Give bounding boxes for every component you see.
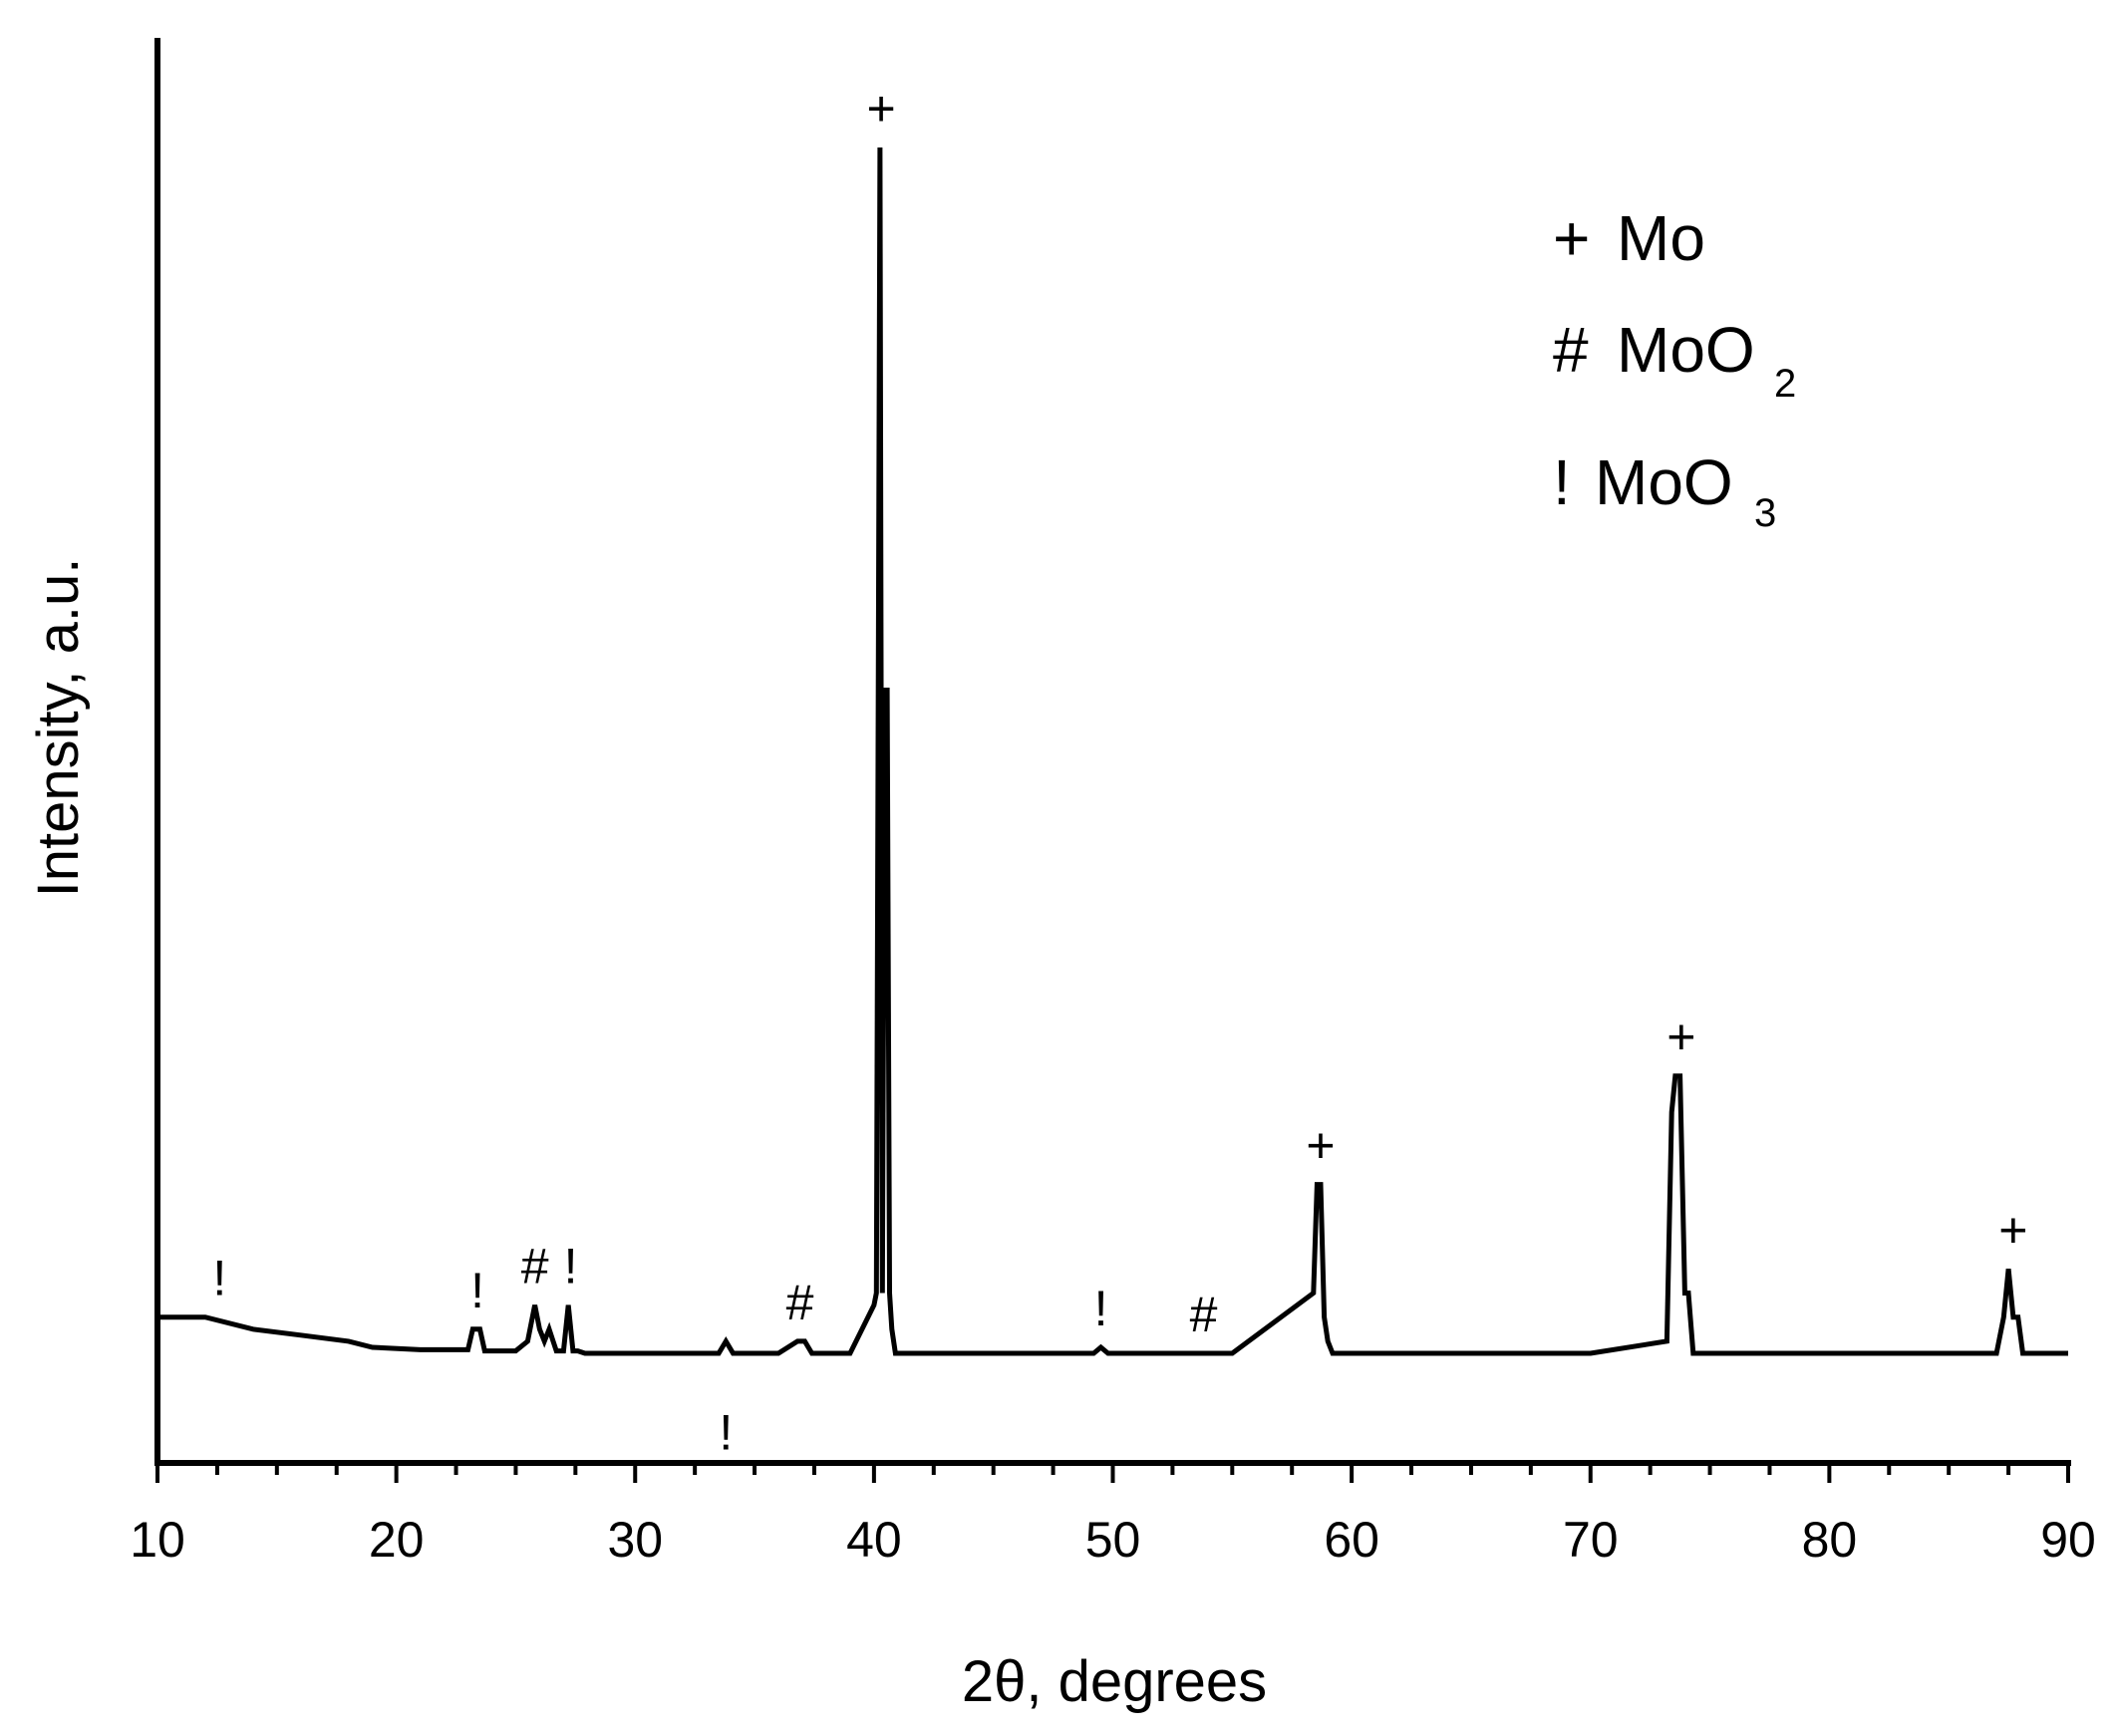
legend-entry-mo: + Mo: [1553, 202, 1705, 274]
legend-symbol-bang: !: [1553, 446, 1571, 518]
legend-subscript-2: 2: [1774, 362, 1796, 406]
x-ticks: 10 20 30 40 50 60 70 80 90: [130, 1463, 2096, 1568]
legend-label-mo: Mo: [1617, 202, 1705, 274]
peak-marker: !: [719, 1404, 733, 1460]
x-axis-title: 2θ, degrees: [962, 1649, 1267, 1714]
peak-marker: #: [786, 1275, 814, 1330]
peak-marker: #: [1190, 1287, 1218, 1342]
plot-area: [157, 146, 2068, 1356]
legend-symbol-hash: #: [1553, 314, 1589, 386]
peak-marker: +: [1306, 1118, 1335, 1174]
x-tick-label: 60: [1324, 1512, 1379, 1568]
peak-marker: #: [521, 1239, 549, 1295]
y-axis-title: Intensity, a.u.: [26, 558, 91, 898]
peak-marker: !: [1094, 1281, 1108, 1336]
x-tick-label: 10: [130, 1512, 185, 1568]
x-tick-label: 20: [369, 1512, 425, 1568]
x-tick-label: 40: [846, 1512, 902, 1568]
x-tick-label: 70: [1563, 1512, 1619, 1568]
legend: + Mo # MoO 2 ! MoO 3: [1553, 202, 1796, 535]
peak-markers: !! # !! # +! # + + +: [212, 81, 2027, 1460]
x-tick-label: 90: [2040, 1512, 2096, 1568]
legend-symbol-plus: +: [1553, 202, 1590, 274]
xrd-trace-0: [157, 146, 2068, 1356]
peak-marker: +: [1666, 1010, 1695, 1065]
peak-marker: +: [866, 81, 895, 137]
x-tick-label: 30: [607, 1512, 663, 1568]
legend-entry-moo3: ! MoO 3: [1553, 446, 1776, 535]
legend-entry-moo2: # MoO 2: [1553, 314, 1796, 406]
peak-marker: !: [564, 1239, 578, 1295]
legend-subscript-3: 3: [1754, 491, 1776, 535]
axes: [154, 38, 2071, 1466]
peak-marker: !: [470, 1263, 484, 1318]
legend-label-moo3: MoO: [1595, 446, 1733, 518]
peak-marker: +: [1998, 1202, 2027, 1258]
x-tick-label: 80: [1802, 1512, 1858, 1568]
peak-marker: !: [212, 1251, 226, 1306]
x-tick-label: 50: [1085, 1512, 1141, 1568]
legend-label-moo2: MoO: [1617, 314, 1755, 386]
